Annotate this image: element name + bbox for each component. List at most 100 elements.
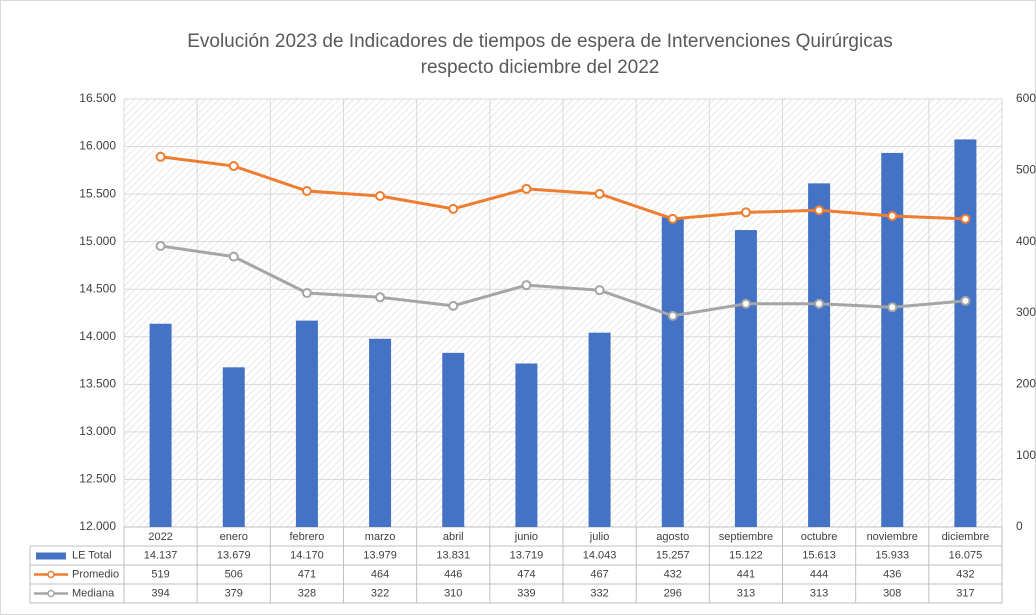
table-value: 322 [371,587,389,599]
y-tick-label: 12.000 [79,519,116,533]
table-value: 432 [956,568,974,580]
x-tick-label: septiembre [719,531,773,543]
table-value: 13.679 [217,549,251,561]
line [160,244,966,318]
legend-key [47,570,55,579]
bar [881,152,904,528]
marker [155,151,166,162]
marker [155,240,166,251]
table-value: 339 [517,587,535,599]
bar [149,323,172,527]
table-value: 15.257 [656,549,690,561]
marker [667,213,678,224]
chart-title: Evolución 2023 de Indicadores de tiempos… [187,31,893,52]
marker [740,207,751,218]
x-tick-label: marzo [365,531,396,543]
marker [887,302,898,313]
marker [667,310,678,321]
marker [301,186,312,197]
table-value: 13.719 [510,549,544,561]
table-value: 15.613 [802,549,836,561]
marker [521,183,532,194]
x-tick-label: noviembre [867,531,918,543]
chart-title: respecto diciembre del 2022 [421,57,660,78]
x-tick-label: 2022 [148,531,172,543]
legend-label: Promedio [72,568,119,580]
marker [960,213,971,224]
y2-tick-label: 0 [1016,519,1023,533]
bar [588,332,611,527]
table-value: 379 [225,587,243,599]
marker [814,205,825,216]
table-value: 313 [737,587,755,599]
table-value: 15.933 [875,549,909,561]
y-tick-label: 13.000 [79,424,116,438]
table-value: 16.075 [949,549,983,561]
table-value: 394 [151,587,169,599]
y-tick-label: 15.000 [79,234,116,248]
bar [222,367,245,527]
table-value: 444 [810,568,828,580]
y2-tick-label: 500 [1016,163,1036,177]
x-tick-label: enero [220,531,248,543]
table-value: 313 [810,587,828,599]
x-tick-label: junio [514,531,538,543]
table-value: 13.979 [363,549,397,561]
marker [594,188,605,199]
marker [448,300,459,311]
legend-label: Mediana [72,587,115,599]
bar [734,230,757,527]
bar [954,139,977,527]
table-value: 432 [664,568,682,580]
table-value: 310 [444,587,462,599]
table-value: 474 [517,568,535,580]
y2-tick-label: 100 [1016,448,1036,462]
marker [228,161,239,172]
marker [301,288,312,299]
y2-tick-label: 400 [1016,234,1036,248]
y-tick-label: 14.500 [79,281,116,295]
bar [369,338,392,527]
marker [814,298,825,309]
legend-key [36,552,66,560]
marker [448,203,459,214]
table-value: 441 [737,568,755,580]
marker [521,280,532,291]
marker [960,295,971,306]
marker [594,285,605,296]
marker [228,251,239,262]
y2-tick-label: 600 [1016,91,1036,105]
y-tick-label: 16.000 [79,139,116,153]
y2-tick-label: 200 [1016,377,1036,391]
table-value: 446 [444,568,462,580]
bar [295,320,318,527]
x-tick-label: diciembre [942,531,990,543]
x-tick-label: julio [589,531,610,543]
table-value: 464 [371,568,389,580]
bar [661,217,684,527]
y-tick-label: 12.500 [79,472,116,486]
line [160,155,966,221]
y-tick-label: 16.500 [79,91,116,105]
bar [808,183,831,527]
table-value: 467 [590,568,608,580]
table-value: 519 [151,568,169,580]
table-value: 436 [883,568,901,580]
table-value: 14.170 [290,549,324,561]
table-value: 506 [225,568,243,580]
table-value: 296 [664,587,682,599]
table-value: 328 [298,587,316,599]
bar [515,363,538,527]
x-tick-label: agosto [656,531,689,543]
table-value: 14.043 [583,549,617,561]
marker [740,298,751,309]
table-value: 332 [590,587,608,599]
table-value: 15.122 [729,549,763,561]
x-tick-label: abril [443,531,464,543]
y-tick-label: 13.500 [79,377,116,391]
y2-tick-label: 300 [1016,305,1036,319]
legend-label: LE Total [72,549,112,561]
table-value: 308 [883,587,901,599]
marker [375,191,386,202]
